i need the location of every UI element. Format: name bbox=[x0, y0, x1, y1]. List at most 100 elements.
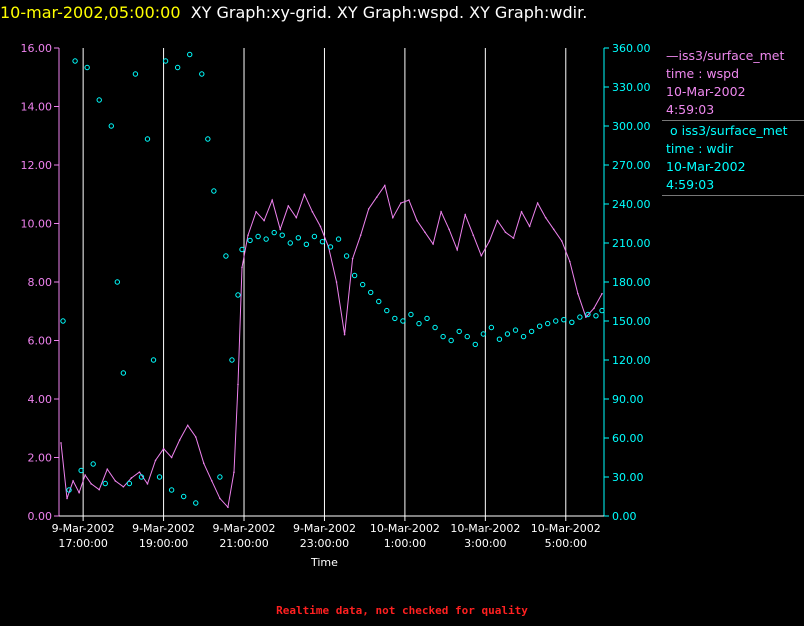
right-tick-label-0: 0.00 bbox=[612, 510, 637, 523]
point-wdir-6 bbox=[96, 97, 102, 103]
point-wdir-61 bbox=[488, 324, 495, 331]
point-wspd-19 bbox=[202, 462, 205, 465]
x-axis-label: Time bbox=[310, 556, 338, 569]
point-wspd-49 bbox=[432, 243, 434, 245]
point-wspd-57 bbox=[496, 219, 499, 222]
point-wspd-69 bbox=[593, 307, 595, 310]
point-wdir-32 bbox=[255, 233, 261, 240]
point-wdir-70 bbox=[561, 317, 567, 323]
x-tick-date-2: 9-Mar-2002 bbox=[213, 522, 276, 535]
right-tick-label-5: 150.00 bbox=[612, 315, 651, 328]
point-wspd-40 bbox=[359, 234, 362, 236]
point-wdir-16 bbox=[156, 474, 163, 480]
point-wspd-22 bbox=[227, 506, 229, 509]
point-wspd-7 bbox=[106, 468, 109, 471]
point-wdir-33 bbox=[263, 236, 269, 242]
right-tick-label-9: 270.00 bbox=[612, 159, 651, 172]
point-wdir-48 bbox=[384, 307, 390, 314]
point-wspd-9 bbox=[122, 485, 125, 488]
point-wspd-33 bbox=[303, 193, 306, 196]
point-wdir-74 bbox=[593, 313, 599, 319]
point-wspd-21 bbox=[219, 497, 221, 500]
point-wspd-56 bbox=[488, 240, 491, 242]
point-wdir-29 bbox=[235, 292, 241, 298]
point-wdir-40 bbox=[319, 239, 326, 245]
point-wdir-64 bbox=[512, 327, 519, 333]
point-wdir-52 bbox=[416, 320, 422, 327]
point-wspd-11 bbox=[138, 471, 141, 473]
point-wdir-59 bbox=[472, 341, 478, 348]
point-wdir-66 bbox=[528, 328, 535, 335]
point-wspd-59 bbox=[512, 237, 515, 239]
right-tick-label-1: 30.00 bbox=[612, 471, 644, 484]
point-wspd-20 bbox=[211, 480, 213, 482]
point-wspd-64 bbox=[552, 228, 555, 231]
point-wspd-2 bbox=[72, 480, 74, 482]
point-wspd-54 bbox=[472, 234, 475, 236]
point-wspd-34 bbox=[311, 211, 314, 213]
point-wspd-44 bbox=[392, 216, 394, 219]
legend-line-marker: — bbox=[666, 48, 679, 63]
right-tick-label-4: 120.00 bbox=[612, 354, 651, 367]
point-wdir-30 bbox=[239, 246, 245, 253]
point-wdir-22 bbox=[193, 500, 199, 506]
right-tick-label-3: 90.00 bbox=[612, 393, 644, 406]
point-wdir-20 bbox=[180, 493, 187, 500]
point-wdir-63 bbox=[504, 331, 511, 337]
point-wspd-67 bbox=[577, 292, 579, 295]
point-wspd-37 bbox=[335, 281, 338, 283]
point-wspd-18 bbox=[194, 436, 197, 438]
point-wdir-17 bbox=[162, 58, 169, 64]
left-tick-label-2: 4.00 bbox=[28, 393, 53, 406]
right-tick-label-2: 60.00 bbox=[612, 432, 644, 445]
point-wdir-56 bbox=[448, 337, 454, 344]
x-tick-time-3: 23:00:00 bbox=[300, 537, 349, 550]
point-wspd-43 bbox=[383, 184, 386, 187]
point-wdir-67 bbox=[536, 323, 543, 329]
point-wdir-72 bbox=[577, 314, 583, 320]
point-wdir-10 bbox=[120, 370, 127, 376]
point-wspd-3 bbox=[78, 491, 80, 494]
x-tick-date-1: 9-Mar-2002 bbox=[132, 522, 195, 535]
point-wdir-24 bbox=[205, 136, 211, 142]
point-wdir-12 bbox=[132, 71, 139, 77]
legend-wspd-label: iss3/surface_met bbox=[678, 48, 785, 63]
point-wdir-35 bbox=[279, 232, 285, 238]
point-wdir-39 bbox=[311, 233, 318, 240]
left-tick-label-3: 6.00 bbox=[28, 335, 53, 348]
left-tick-label-5: 10.00 bbox=[21, 218, 53, 231]
point-wspd-27 bbox=[255, 211, 257, 213]
point-wdir-37 bbox=[295, 235, 302, 241]
right-tick-label-10: 300.00 bbox=[612, 120, 651, 133]
point-wdir-4 bbox=[84, 64, 90, 71]
point-wdir-69 bbox=[553, 318, 559, 324]
point-wspd-70 bbox=[601, 292, 603, 295]
x-tick-date-4: 10-Mar-2002 bbox=[370, 522, 440, 535]
point-wdir-5 bbox=[90, 461, 96, 467]
point-wspd-51 bbox=[448, 228, 450, 231]
point-wdir-46 bbox=[368, 289, 374, 296]
point-wspd-35 bbox=[319, 225, 322, 228]
point-wdir-58 bbox=[464, 333, 470, 340]
point-wspd-58 bbox=[504, 231, 507, 234]
point-wspd-6 bbox=[98, 488, 101, 491]
point-wspd-38 bbox=[343, 333, 346, 336]
header-timestamp: 10-mar-2002,05:00:00 bbox=[0, 3, 181, 22]
right-tick-label-7: 210.00 bbox=[612, 237, 651, 250]
point-wdir-54 bbox=[432, 324, 438, 331]
point-wdir-26 bbox=[217, 474, 223, 480]
point-wspd-14 bbox=[162, 447, 165, 450]
point-wspd-60 bbox=[520, 211, 523, 213]
point-wdir-27 bbox=[223, 253, 229, 259]
header-graph-titles: XY Graph:xy-grid. XY Graph:wspd. XY Grap… bbox=[190, 3, 588, 22]
point-wdir-50 bbox=[400, 318, 406, 324]
left-tick-label-4: 8.00 bbox=[28, 276, 53, 289]
point-wdir-73 bbox=[585, 311, 591, 318]
point-wspd-42 bbox=[375, 196, 378, 198]
point-wspd-63 bbox=[544, 216, 547, 219]
point-wspd-0 bbox=[60, 442, 62, 444]
point-wdir-7 bbox=[102, 480, 108, 487]
point-wdir-49 bbox=[392, 315, 398, 322]
point-wspd-15 bbox=[170, 456, 173, 459]
point-wspd-31 bbox=[287, 205, 290, 207]
